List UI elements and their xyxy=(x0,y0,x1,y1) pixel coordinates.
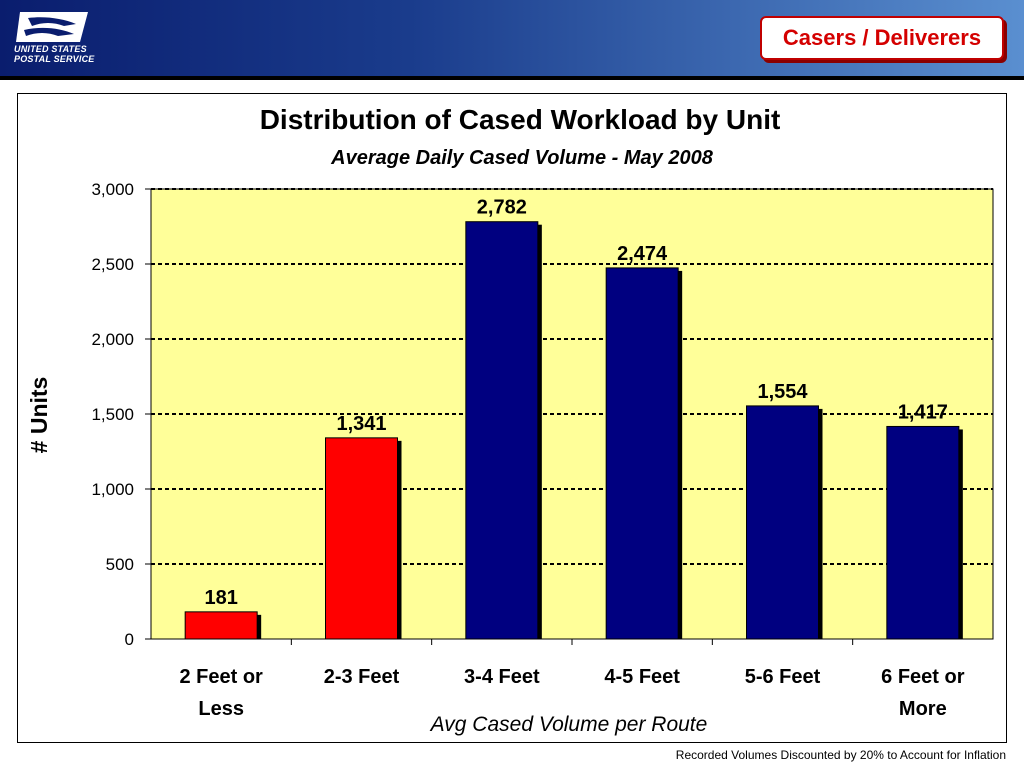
data-label: 1,554 xyxy=(757,381,808,403)
y-tick-label: 1,500 xyxy=(91,405,134,424)
bar xyxy=(325,437,398,640)
bar xyxy=(605,267,679,640)
x-axis-label: Avg Cased Volume per Route xyxy=(429,713,708,736)
bar xyxy=(746,405,819,640)
x-tick-label: 3-4 Feet xyxy=(464,666,540,688)
x-tick-label: More xyxy=(899,698,947,720)
logo-text-line1: UNITED STATES xyxy=(14,44,87,54)
x-tick-label: 2 Feet or xyxy=(179,666,263,688)
y-tick-label: 2,000 xyxy=(91,330,134,349)
data-label: 2,782 xyxy=(477,197,527,219)
bar xyxy=(886,425,960,640)
x-tick-label: 2-3 Feet xyxy=(324,666,400,688)
y-axis-label: # Units xyxy=(26,377,52,454)
footer-note: Recorded Volumes Discounted by 20% to Ac… xyxy=(675,748,1006,762)
data-label: 1,341 xyxy=(336,413,386,435)
data-label: 1,417 xyxy=(898,401,948,423)
data-label: 181 xyxy=(204,587,237,609)
casers-deliverers-badge: Casers / Deliverers xyxy=(760,16,1004,60)
x-tick-label: 4-5 Feet xyxy=(604,666,680,688)
header-divider xyxy=(0,76,1024,80)
chart-title: Distribution of Cased Workload by Unit xyxy=(259,104,781,135)
y-tick-label: 3,000 xyxy=(91,180,134,199)
x-tick-label: 5-6 Feet xyxy=(745,666,821,688)
x-tick-label: 6 Feet or xyxy=(881,666,965,688)
usps-logo-text: UNITED STATES POSTAL SERVICE xyxy=(14,44,94,64)
chart-subtitle: Average Daily Cased Volume - May 2008 xyxy=(331,147,713,169)
y-tick-label: 2,500 xyxy=(91,255,134,274)
y-tick-label: 0 xyxy=(125,630,134,649)
bar xyxy=(184,611,258,640)
logo-text-line2: POSTAL SERVICE xyxy=(14,54,95,64)
x-tick-label: Less xyxy=(198,698,244,720)
y-tick-label: 500 xyxy=(106,555,134,574)
y-tick-label: 1,000 xyxy=(91,480,134,499)
usps-eagle-logo-icon xyxy=(16,12,88,42)
bar xyxy=(465,221,539,640)
data-label: 2,474 xyxy=(617,243,668,265)
